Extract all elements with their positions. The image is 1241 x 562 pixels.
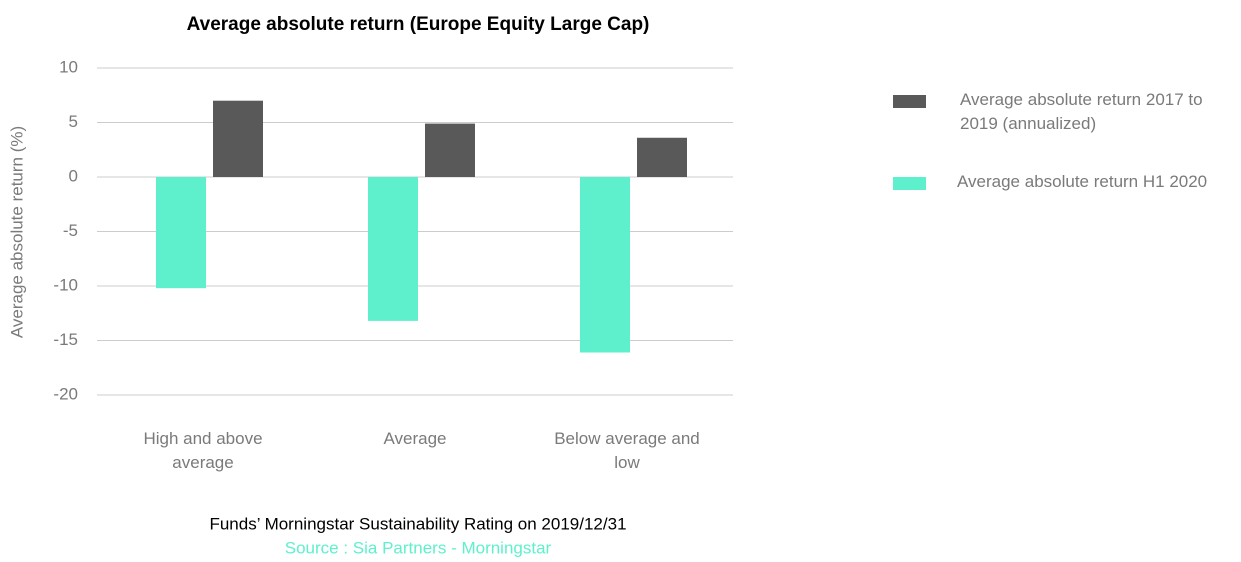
y-tick-label: -10	[53, 275, 78, 294]
bar	[368, 177, 418, 321]
bar	[637, 137, 687, 177]
legend-swatch	[893, 177, 926, 190]
legend-swatch	[893, 95, 926, 108]
legend-label: Average absolute return H1 2020	[957, 172, 1208, 191]
x-tick-label: High and above average	[143, 429, 263, 472]
x-axis-label: Funds’ Morningstar Sustainability Rating…	[209, 514, 626, 533]
y-tick-label: -5	[63, 221, 78, 240]
y-tick-label: 10	[59, 57, 78, 76]
bar	[580, 177, 630, 353]
source-note: Source : Sia Partners - Morningstar	[285, 538, 552, 557]
chart-title: Average absolute return (Europe Equity L…	[187, 14, 650, 35]
y-tick-label: 0	[69, 166, 78, 185]
bar	[213, 100, 263, 177]
bar	[425, 123, 475, 177]
y-tick-label: 5	[69, 112, 78, 131]
x-tick-label: Below average and low	[554, 429, 700, 472]
y-tick-label: -20	[53, 384, 78, 403]
y-tick-label: -15	[53, 330, 78, 349]
y-axis-label: Average absolute return (%)	[7, 126, 26, 338]
x-tick-label: Average	[383, 429, 447, 448]
bar	[156, 177, 206, 289]
legend-label: Average absolute return 2017 to 2019 (an…	[960, 90, 1203, 133]
